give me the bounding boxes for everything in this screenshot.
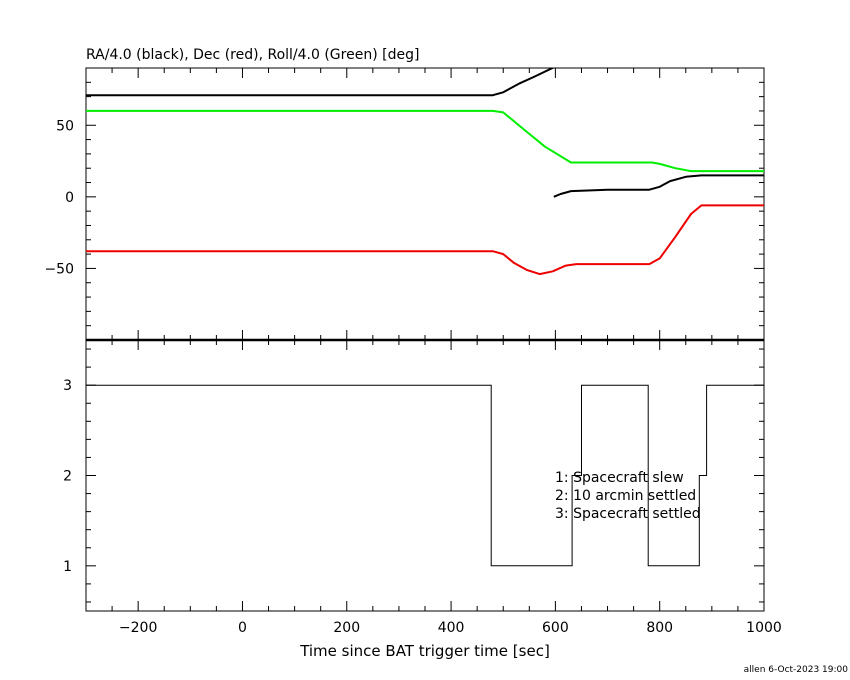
series-line-3: [86, 204, 764, 276]
y-tick-label: 0: [65, 190, 74, 206]
top-plot-frame: [85, 67, 765, 341]
x-tick-label: 1000: [746, 620, 782, 636]
chart-title: RA/4.0 (black), Dec (red), Roll/4.0 (Gre…: [86, 47, 419, 63]
x-tick-label: 600: [542, 620, 569, 636]
series-line-0: [86, 68, 555, 97]
annotation-3: 3: Spacecraft settled: [555, 506, 701, 522]
x-tick-label: 400: [438, 620, 465, 636]
status-step-line: [86, 384, 764, 567]
footer-credit: allen 6-Oct-2023 19:00: [744, 665, 849, 675]
x-tick-label: −200: [119, 620, 157, 636]
top-panel: −50 0 50: [44, 67, 765, 342]
x-tick-label: 800: [646, 620, 673, 636]
y-tick-label: 50: [56, 118, 74, 134]
annotation-1: 1: Spacecraft slew: [555, 470, 684, 486]
x-tick-label: 200: [333, 620, 360, 636]
y-tick-label: −50: [44, 261, 74, 277]
x-tick-label: 0: [238, 620, 247, 636]
annotation-2: 2: 10 arcmin settled: [555, 488, 696, 504]
series-line-2: [86, 109, 764, 173]
bottom-panel: −200 0 200 400 600 800 1000 1 2 3 1: Spacecraft sl…: [63, 339, 782, 636]
x-axis-label: Time since BAT trigger time [sec]: [299, 642, 550, 660]
series-line-1: [553, 174, 764, 198]
y-tick-label: 3: [63, 378, 72, 394]
y-tick-label: 1: [63, 559, 72, 575]
y-tick-label: 2: [63, 469, 72, 485]
